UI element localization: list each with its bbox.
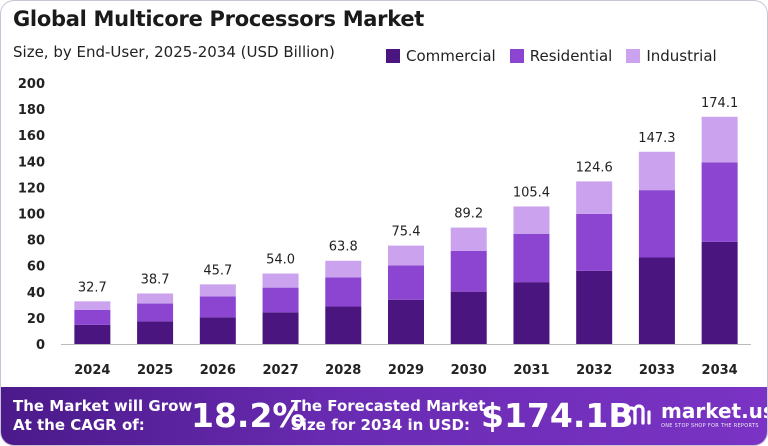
bar-total-label: 105.4 [513,185,550,200]
bar-segment-residential [199,296,236,318]
stacked-bar-chart: 0 20 40 60 80 100 120 140 160 180 200 32.7 2024 38.7 2… [18,77,751,378]
legend-label-industrial: Industrial [646,47,717,65]
x-tick-label: 2033 [639,363,675,378]
chart-title: Global Multicore Processors Market [13,7,425,31]
y-tick-label: 0 [36,338,45,353]
bar-segment-residential [388,265,424,300]
bar-segment-residential [137,303,174,322]
bar-total-label: 32.7 [78,280,107,295]
footer-cagr-value: 18.2% [191,396,306,435]
bar-segment-industrial [262,273,299,288]
x-tick-label: 2031 [513,363,549,378]
y-tick-label: 160 [18,129,45,144]
legend-swatch-residential [509,49,524,63]
bar-total-label: 174.1 [701,96,738,111]
y-tick-label: 80 [27,234,45,249]
bar-segment-residential [701,162,738,242]
legend-item-commercial: Commercial [386,47,496,65]
legend-label-residential: Residential [529,47,613,65]
x-tick-label: 2024 [74,363,110,378]
legend-swatch-commercial [386,49,400,63]
chart-legend: Commercial Residential Industrial [386,47,717,65]
footer-forecast-line1: The Forecasted Market [291,397,486,415]
y-tick-label: 40 [27,286,45,301]
x-tick-label: 2034 [702,363,738,378]
market-us-logo-text: market.us [661,399,768,423]
x-tick-label: 2030 [451,363,487,378]
bar-segment-industrial [74,301,111,310]
y-tick-label: 200 [18,77,45,92]
legend-item-industrial: Industrial [626,47,717,65]
bar-total-label: 75.4 [392,225,421,240]
bar-total-label: 89.2 [454,207,483,222]
bar-segment-commercial [701,241,738,344]
footer-forecast-line2: Size for 2034 in USD: [291,416,470,434]
x-tick-label: 2027 [262,363,298,378]
bar-segment-industrial [513,206,550,234]
x-tick-label: 2026 [200,363,236,378]
bar-segment-industrial [325,260,362,278]
bar-segment-industrial [450,227,487,251]
bar-segment-industrial [199,284,236,297]
footer-banner: The Market will Grow At the CAGR of: 18.… [1,387,767,445]
legend-label-commercial: Commercial [406,47,496,65]
legend-item-residential: Residential [509,47,613,65]
x-tick-label: 2032 [576,363,612,378]
footer-grow-line1: The Market will Grow [13,397,193,415]
market-us-logo-tagline: ONE STOP SHOP FOR THE REPORTS [661,423,759,429]
y-tick-label: 180 [18,103,45,118]
bar-segment-residential [262,287,299,313]
bar-segment-commercial [513,282,550,344]
market-us-logo-icon [625,404,651,425]
bar-total-label: 63.8 [329,240,358,255]
bar-total-label: 54.0 [266,253,295,268]
bar-segment-industrial [388,245,424,266]
bar-segment-commercial [450,291,487,344]
bar-segment-commercial [325,306,362,344]
bar-segment-commercial [262,312,299,344]
bar-segment-commercial [576,270,613,344]
bar-segment-residential [74,309,111,325]
x-tick-label: 2029 [388,363,424,378]
footer-grow-line2: At the CAGR of: [13,416,145,434]
legend-swatch-industrial [626,49,641,63]
bar-segment-residential [576,213,613,271]
bar-segment-industrial [638,151,675,191]
x-tick-label: 2028 [325,363,361,378]
bar-segment-commercial [388,299,424,344]
bar-segment-commercial [137,321,174,344]
bar-segment-residential [450,250,487,292]
y-tick-label: 140 [18,155,45,170]
y-tick-label: 60 [27,260,45,275]
bar-total-label: 147.3 [638,131,675,146]
bar-segment-industrial [701,116,738,163]
bar-segment-residential [638,190,675,258]
bar-segment-residential [325,277,362,307]
chart-subtitle: Size, by End-User, 2025-2034 (USD Billio… [13,43,335,61]
bar-segment-residential [513,233,550,283]
bar-total-label: 38.7 [141,272,170,287]
bar-segment-commercial [638,257,675,344]
footer-forecast-text: The Forecasted Market Size for 2034 in U… [291,397,485,435]
bar-segment-commercial [199,317,236,344]
bar-segment-commercial [74,324,111,344]
bar-total-label: 124.6 [576,160,613,175]
y-tick-label: 120 [18,181,45,196]
x-tick-label: 2025 [137,363,173,378]
bar-total-label: 45.7 [203,263,232,278]
footer-grow-text: The Market will Grow At the CAGR of: [13,397,192,435]
footer-forecast-value: $174.1B [481,396,634,435]
bar-segment-industrial [576,181,613,214]
y-tick-label: 100 [18,208,45,223]
y-tick-label: 20 [27,312,45,327]
bar-segment-industrial [137,293,174,304]
